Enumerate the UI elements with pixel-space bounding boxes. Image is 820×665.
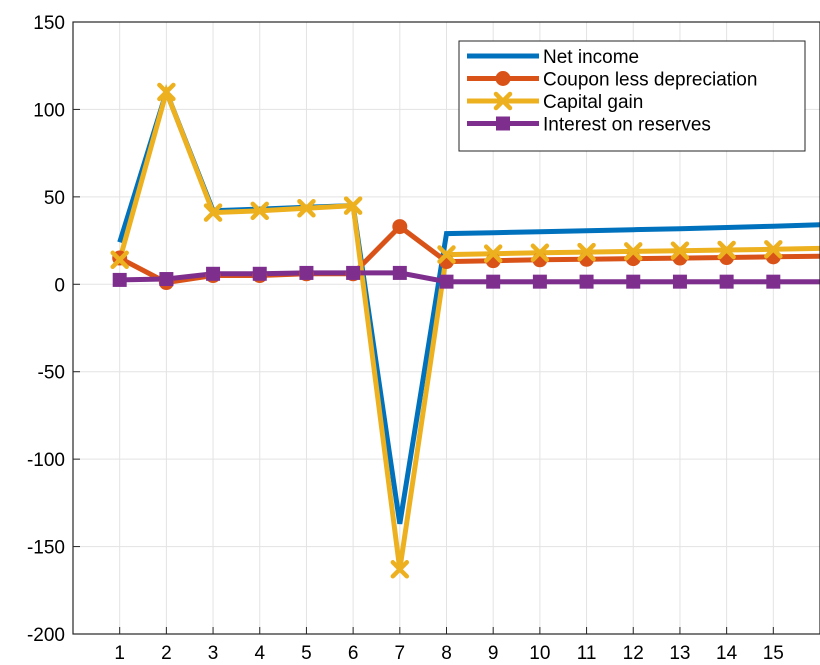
data-point [297,198,316,218]
legend-label: Capital gain [543,92,643,113]
y-tick-label: 50 [44,188,65,209]
y-tick-label: -100 [27,450,65,471]
data-point [437,245,456,264]
data-point [719,274,734,289]
y-tick-label: -50 [38,363,65,384]
data-point [157,82,176,102]
data-point [203,203,223,222]
data-point [766,274,781,289]
x-tick-label: 6 [348,643,359,664]
data-point [299,265,314,280]
x-tick-label: 11 [577,643,597,664]
data-point [439,274,454,289]
y-tick-label: 100 [33,100,65,121]
data-point [486,274,501,289]
legend-label: Coupon less depreciation [543,70,757,91]
data-point [346,265,361,280]
x-tick-label: 13 [669,643,690,664]
legend-marker [493,91,513,111]
data-point [624,242,643,261]
series-line-capital-gain [117,83,820,570]
x-tick-label: 3 [208,643,219,664]
x-tick-label: 1 [114,643,125,664]
y-tick-label: 0 [54,275,65,296]
legend-item: Capital gain [467,91,643,113]
data-point [159,272,174,287]
data-point [206,266,221,281]
data-point [390,560,410,579]
x-tick-label: 7 [395,643,406,664]
data-point [250,201,269,221]
x-axis-ticks: 1 2 3 4 5 6 7 8 9 10 11 12 13 14 15 [114,627,784,664]
markers-group [110,82,783,579]
data-point [579,274,594,289]
x-tick-label: 4 [254,643,265,664]
legend-box [458,40,806,152]
x-tick-label: 9 [488,643,499,664]
y-axis-ticks: -200 -150 -100 -50 0 50 100 150 [27,13,80,646]
x-tick-label: 15 [763,643,784,664]
legend-marker [495,71,511,86]
series-group [117,83,820,570]
data-point [112,272,127,287]
data-point [577,242,596,262]
x-tick-label: 10 [529,643,550,664]
series-line-interest-on-reserves [119,270,820,285]
data-point [532,274,547,289]
data-point [530,243,550,263]
y-tick-label: -200 [27,625,65,646]
data-point [670,241,690,260]
x-tick-label: 5 [301,643,312,664]
data-point [717,240,736,260]
x-tick-label: 14 [716,643,738,664]
x-tick-label: 8 [441,643,452,664]
data-point [764,240,783,259]
data-point [110,250,129,270]
data-point [392,219,408,235]
data-point [392,265,407,280]
legend-label: Net income [543,47,639,68]
x-tick-label: 12 [623,643,644,664]
data-point [252,266,267,281]
data-point [343,196,363,215]
y-tick-label: 150 [33,13,65,34]
y-tick-label: -150 [27,538,65,559]
legend-item: Net income [467,47,639,68]
legend-item: Coupon less depreciation [467,70,757,91]
data-point [483,244,503,263]
legend-label: Interest on reserves [543,115,711,136]
x-tick-label: 2 [161,643,172,664]
data-point [672,274,687,289]
grid [73,21,820,635]
legend-item: Interest on reserves [467,115,711,136]
legend-marker [496,116,510,131]
data-point [626,274,641,289]
